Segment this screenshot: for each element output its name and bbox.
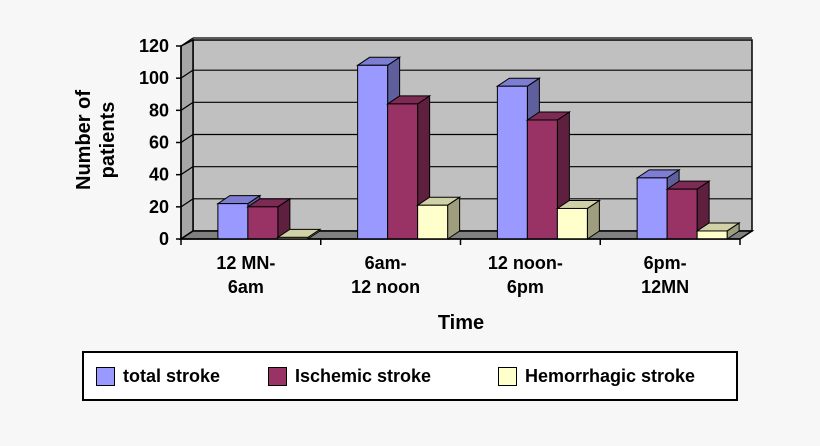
y-tick-label-60: 60 <box>149 133 169 153</box>
legend-label-hemorrhagic-stroke: Hemorrhagic stroke <box>525 365 696 386</box>
x-tick-label-0: 12 MN-6am <box>216 253 275 297</box>
gridline-side-100 <box>180 69 194 79</box>
x-tick-label-2: 12 noon-6pm <box>488 253 563 297</box>
y-tick-label-80: 80 <box>149 100 169 120</box>
y-axis-title-line-1: Number of <box>73 90 95 190</box>
y-tick-label-100: 100 <box>139 68 169 88</box>
bar-front-face <box>247 206 279 240</box>
bar-front-face <box>526 119 558 240</box>
legend-swatch-ischemic-stroke <box>268 366 287 386</box>
x-tick-label-1: 6am-12 noon <box>351 253 420 297</box>
bar-front-face <box>496 85 528 240</box>
plot-side-wall <box>180 38 194 241</box>
bar-front-face <box>696 230 728 240</box>
bar-front-face <box>636 177 668 240</box>
bar-front-face <box>217 203 249 240</box>
y-tick-label-40: 40 <box>149 165 169 185</box>
legend-swatch-total-stroke <box>96 366 115 386</box>
legend-label-total-stroke: total stroke <box>123 365 221 386</box>
x-axis-title: Time <box>438 312 484 334</box>
bars <box>216 56 741 240</box>
bar-ischemic-stroke-2 <box>525 111 572 240</box>
y-axis-title-line-2: patients <box>97 102 119 179</box>
y-tick-label-0: 0 <box>159 229 169 249</box>
bar-ischemic-stroke-0 <box>246 197 292 240</box>
bar-hemorrhagic-stroke-2 <box>555 199 602 240</box>
gridline-side-80 <box>180 101 194 111</box>
bar-ischemic-stroke-3 <box>665 180 711 240</box>
y-axis-title: Number of patients <box>73 90 119 190</box>
x-tick-label-3: 6pm-12MN <box>641 253 689 297</box>
y-tick-label-20: 20 <box>149 197 169 217</box>
legend-label-ischemic-stroke: Ischemic stroke <box>295 365 432 386</box>
bar-front-face <box>417 204 449 240</box>
legend: total stroke Ischemic stroke Hemorrhagic… <box>82 351 738 401</box>
gridline-side-40 <box>180 166 194 176</box>
bar-hemorrhagic-stroke-0 <box>276 228 322 240</box>
gridline-side-20 <box>180 198 194 208</box>
legend-item-ischemic-stroke: Ischemic stroke <box>268 353 431 399</box>
bar-front-face <box>387 103 419 240</box>
x-axis-ticks: 12 MN-6am 6am-12 noon 12 noon-6pm 6pm-12MN <box>180 239 741 297</box>
y-axis-ticks: 0 20 40 60 80 100 120 <box>139 36 181 249</box>
bar-front-face <box>357 64 389 240</box>
bar-hemorrhagic-stroke-1 <box>415 196 462 240</box>
legend-swatch-hemorrhagic-stroke <box>498 366 517 386</box>
bar-front-face <box>556 207 588 240</box>
bar-front-face <box>666 188 698 240</box>
gridline-side-60 <box>180 134 194 143</box>
legend-item-hemorrhagic-stroke: Hemorrhagic stroke <box>498 353 695 399</box>
gridline-side-120 <box>180 37 194 47</box>
y-tick-label-120: 120 <box>139 36 169 56</box>
legend-item-total-stroke: total stroke <box>96 353 220 399</box>
